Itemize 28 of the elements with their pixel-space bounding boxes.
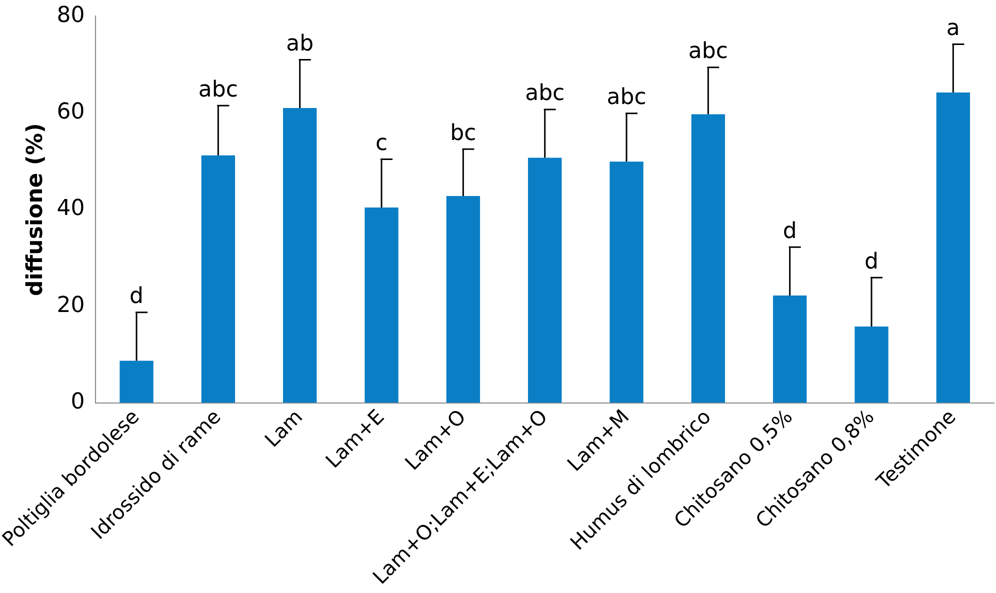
y-tick-label: 0: [70, 390, 85, 415]
bar: [936, 92, 970, 403]
bar: [528, 158, 562, 403]
annotation: ab: [286, 31, 314, 56]
y-tick-label: 80: [56, 2, 85, 28]
bar: [691, 114, 726, 403]
bar: [772, 296, 807, 403]
annotation: abc: [688, 39, 728, 64]
annotation: d: [130, 284, 144, 310]
annotation: bc: [450, 120, 476, 146]
annotation: abc: [198, 77, 238, 102]
bar: [201, 155, 236, 403]
annotation: d: [864, 249, 878, 274]
annotation: d: [782, 218, 797, 244]
annotation: a: [946, 16, 960, 41]
annotation: abc: [606, 85, 646, 110]
bar: [283, 108, 317, 403]
bar: [854, 326, 888, 403]
bar: [446, 196, 480, 403]
y-tick-label: 40: [56, 196, 85, 222]
bar: [120, 360, 154, 403]
bar: [610, 162, 644, 403]
annotation: c: [375, 130, 388, 156]
annotation: abc: [525, 81, 565, 106]
y-tick-label: 60: [56, 100, 85, 125]
y-axis-title: diffusione (%): [23, 123, 48, 296]
bar: [364, 208, 398, 403]
y-tick-label: 20: [56, 292, 85, 318]
